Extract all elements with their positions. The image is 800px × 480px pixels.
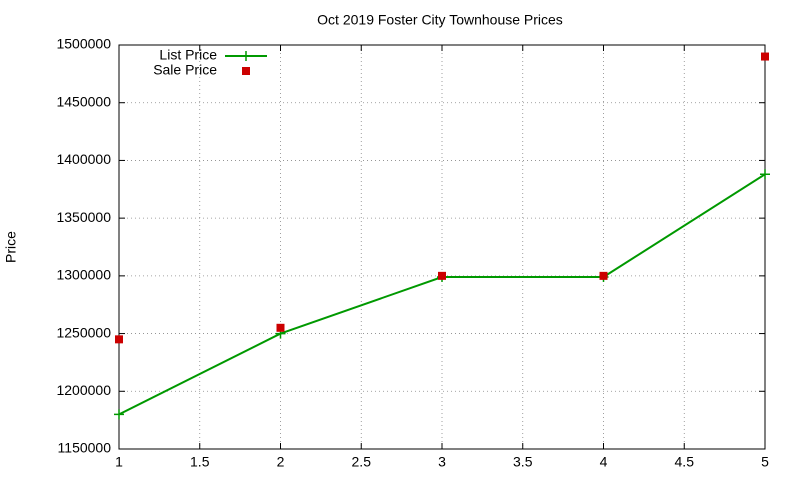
legend-label: List Price (159, 47, 217, 63)
y-tick-label: 1150000 (58, 440, 112, 456)
x-tick-label: 1 (115, 454, 123, 470)
legend-label: Sale Price (153, 62, 217, 78)
plot-frame (118, 44, 766, 450)
y-tick-label: 1300000 (56, 267, 111, 283)
chart-title: Oct 2019 Foster City Townhouse Prices (317, 12, 563, 28)
x-tick-label: 3 (438, 454, 446, 470)
x-tick-label: 4.5 (675, 454, 695, 470)
y-tick-label: 1450000 (56, 93, 111, 109)
point (276, 323, 285, 332)
y-tick-label: 1250000 (56, 324, 111, 340)
x-tick-label: 3.5 (513, 454, 533, 470)
point (599, 271, 608, 280)
x-tick-label: 1.5 (190, 454, 210, 470)
legend-marker (242, 67, 250, 75)
point (115, 335, 123, 344)
y-tick-label: 1350000 (56, 209, 111, 225)
y-tick-label: 1400000 (56, 151, 111, 167)
y-tick-label: 1500000 (56, 36, 111, 52)
point (438, 271, 446, 280)
x-tick-label: 4 (600, 454, 608, 470)
line (118, 173, 766, 416)
x-tick-label: 2.5 (352, 454, 372, 470)
y-tick-label: 1200000 (56, 382, 111, 398)
point (114, 409, 124, 420)
point (760, 169, 770, 180)
legend-marker (241, 51, 251, 61)
x-tick-label: 2 (277, 454, 285, 470)
y-axis-label: Price (3, 231, 19, 263)
x-tick-label: 5 (761, 454, 769, 470)
point (761, 52, 769, 61)
